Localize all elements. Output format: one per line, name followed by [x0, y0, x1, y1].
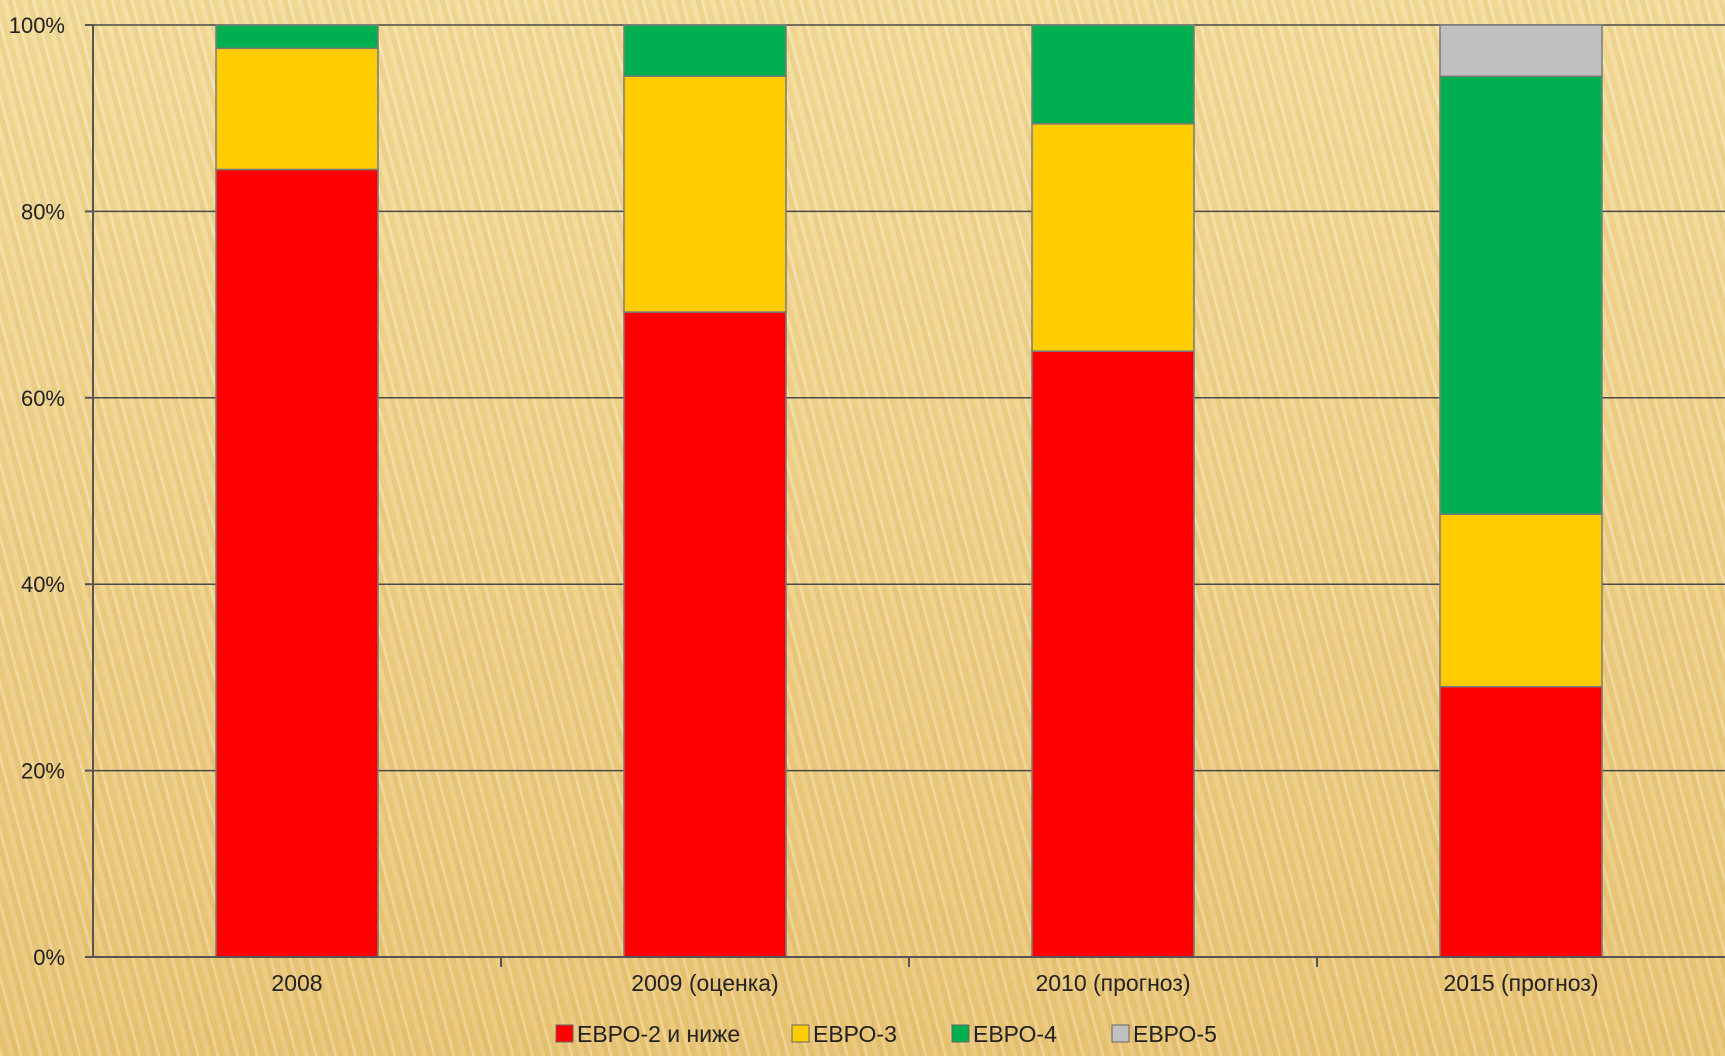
- bar-segment-3: [215, 24, 379, 50]
- x-tick-label: 2009 (оценка): [631, 970, 778, 996]
- y-tick-label: 40%: [21, 572, 65, 597]
- bars: [215, 24, 1603, 958]
- y-tick-label: 20%: [21, 759, 65, 784]
- x-tick-labels: 2008 2009 (оценка) 2010 (прогноз) 2015 (про…: [271, 957, 1599, 996]
- bar-segment-3: [1031, 24, 1195, 125]
- x-tick-label: 2015 (прогноз): [1443, 970, 1598, 996]
- y-tick-label: 80%: [21, 199, 65, 224]
- legend-swatch: [1111, 1024, 1130, 1043]
- bar-segment-1: [1439, 685, 1603, 958]
- bar-segment-1: [1031, 350, 1195, 958]
- y-tick-labels: 0% 20% 40% 60% 80% 100%: [9, 13, 93, 970]
- bar-segment-2: [215, 47, 379, 171]
- y-tick-label: 60%: [21, 386, 65, 411]
- bar-segment-4: [1439, 24, 1603, 78]
- bar-segment-2: [1031, 123, 1195, 352]
- x-tick-label: 2008: [271, 970, 322, 996]
- y-tick-label: 0%: [33, 945, 65, 970]
- legend-label: ЕВРО-3: [813, 1021, 897, 1047]
- legend-label: ЕВРО-5: [1133, 1021, 1217, 1047]
- legend-swatch: [951, 1024, 970, 1043]
- bar-segment-3: [623, 24, 787, 78]
- legend-label: ЕВРО-2 и ниже: [577, 1021, 740, 1047]
- bar-segment-2: [1439, 513, 1603, 688]
- x-tick-label: 2010 (прогноз): [1035, 970, 1190, 996]
- bar-segment-1: [215, 168, 379, 958]
- legend: ЕВРО-2 и ниже ЕВРО-3 ЕВРО-4 ЕВРО-5: [555, 1021, 1217, 1047]
- legend-label: ЕВРО-4: [973, 1021, 1057, 1047]
- bar-segment-1: [623, 311, 787, 958]
- y-tick-label: 100%: [9, 13, 65, 38]
- bar-segment-3: [1439, 75, 1603, 516]
- legend-swatch: [555, 1024, 574, 1043]
- legend-swatch: [791, 1024, 810, 1043]
- bar-segment-2: [623, 75, 787, 313]
